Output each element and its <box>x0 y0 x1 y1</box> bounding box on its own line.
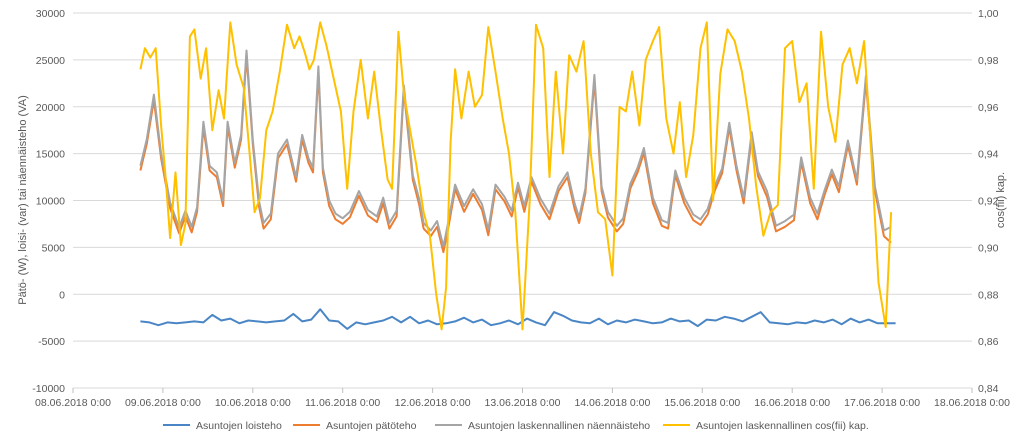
y-tick-label: 20000 <box>36 102 65 114</box>
x-tick-label: 14.06.2018 0:00 <box>574 397 650 409</box>
x-tick-label: 17.06.2018 0:00 <box>844 397 920 409</box>
x-tick-label: 18.06.2018 0:00 <box>934 397 1010 409</box>
series-line-1 <box>140 308 896 330</box>
x-tick-label: 10.06.2018 0:00 <box>215 397 291 409</box>
y2-tick-label: 0,96 <box>978 102 999 114</box>
x-tick-label: 11.06.2018 0:00 <box>305 397 380 409</box>
y2-tick-label: 0,88 <box>978 289 999 301</box>
x-tick-label: 15.06.2018 0:00 <box>664 397 740 409</box>
y-tick-label: -5000 <box>38 336 65 348</box>
x-tick-label: 09.06.2018 0:00 <box>125 397 201 409</box>
legend-label: Asuntojen laskennallinen näennäisteho <box>468 420 650 432</box>
y2-tick-label: 0,98 <box>978 55 999 67</box>
y-tick-label: 25000 <box>36 55 65 67</box>
y2-tick-label: 0,94 <box>978 149 999 161</box>
y2-tick-label: 0,90 <box>978 242 999 254</box>
y-tick-label: 10000 <box>36 196 65 208</box>
legend: Asuntojen loisteho Asuntojen pätöteho Asun… <box>163 420 869 432</box>
y2-tick-label: 0,84 <box>978 383 999 395</box>
y-tick-label: 30000 <box>36 8 65 20</box>
y2-tick-label: 0,86 <box>978 336 999 348</box>
right-axis-ticks: 1,00 0,98 0,96 0,94 0,92 0,90 0,88 0,86 0,84 <box>978 8 999 395</box>
legend-label: Asuntojen pätöteho <box>326 420 417 432</box>
y-tick-label: 5000 <box>42 242 66 254</box>
y-axis-title: Pätö- (W), loisi- (var) tai näennäisteho… <box>17 95 29 304</box>
x-axis-ticks: 08.06.2018 0:00 09.06.2018 0:00 10.06.2018… <box>35 388 1010 409</box>
x-tick-label: 08.06.2018 0:00 <box>35 397 111 409</box>
series-line-3 <box>139 49 892 248</box>
series-lines <box>139 21 896 331</box>
legend-label: Asuntojen loisteho <box>196 420 282 432</box>
y-tick-label: -10000 <box>32 383 65 395</box>
y2-axis-title: cos(fii) kap. <box>995 172 1007 228</box>
series-line-4 <box>139 21 893 331</box>
x-tick-label: 16.06.2018 0:00 <box>754 397 830 409</box>
y2-tick-label: 1,00 <box>978 8 999 20</box>
y-tick-label: 0 <box>59 289 65 301</box>
x-tick-label: 13.06.2018 0:00 <box>485 397 561 409</box>
y2-tick-label: 0,92 <box>978 196 999 208</box>
left-axis-ticks: 30000 25000 20000 15000 10000 5000 0 -5000 -1000… <box>32 8 65 395</box>
legend-label: Asuntojen laskennallinen cos(fii) kap. <box>696 420 869 432</box>
y-tick-label: 15000 <box>36 149 65 161</box>
x-tick-label: 12.06.2018 0:00 <box>395 397 471 409</box>
